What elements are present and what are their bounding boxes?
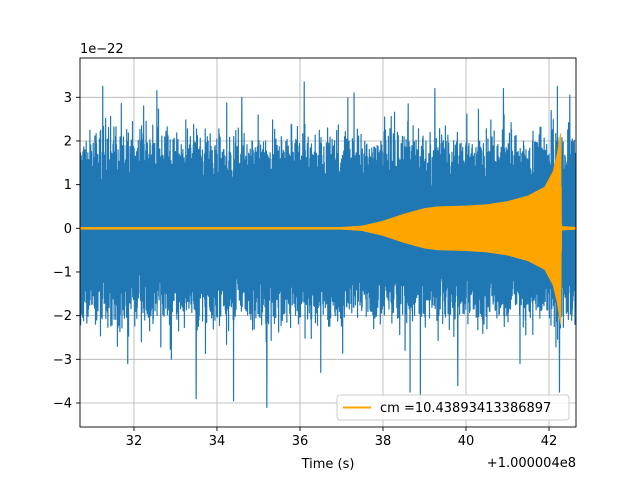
legend: cm =10.43893413386897 — [336, 394, 570, 421]
y-tick-label: −2 — [53, 309, 72, 324]
y-axis-ticks: −4 −3 −2 −1 0 1 2 3 — [53, 91, 80, 411]
x-tick-label: 40 — [458, 434, 475, 449]
x-offset-label: +1.000004e8 — [487, 456, 576, 471]
y-tick-label: 2 — [64, 134, 72, 149]
x-axis-label: Time (s) — [301, 457, 355, 472]
y-scale-label: 1e−22 — [80, 42, 124, 57]
series-noise-line — [80, 81, 576, 408]
x-tick-label: 38 — [375, 434, 392, 449]
y-tick-label: −3 — [53, 353, 72, 368]
y-tick-label: 1 — [64, 178, 72, 193]
x-tick-label: 42 — [541, 434, 558, 449]
x-axis-ticks: 32 34 36 38 40 42 — [126, 427, 558, 449]
axes-frame — [79, 57, 577, 428]
legend-box — [336, 394, 570, 421]
y-tick-label: 0 — [64, 222, 72, 237]
plot-area — [80, 81, 576, 408]
x-tick-label: 32 — [126, 434, 143, 449]
x-tick-label: 36 — [292, 434, 309, 449]
x-tick-label: 34 — [209, 434, 226, 449]
legend-label-chirp: cm =10.43893413386897 — [380, 401, 551, 416]
y-tick-label: −4 — [53, 396, 72, 411]
series-chirp-line — [80, 133, 576, 325]
y-tick-label: −1 — [53, 265, 72, 280]
y-tick-label: 3 — [64, 91, 72, 106]
